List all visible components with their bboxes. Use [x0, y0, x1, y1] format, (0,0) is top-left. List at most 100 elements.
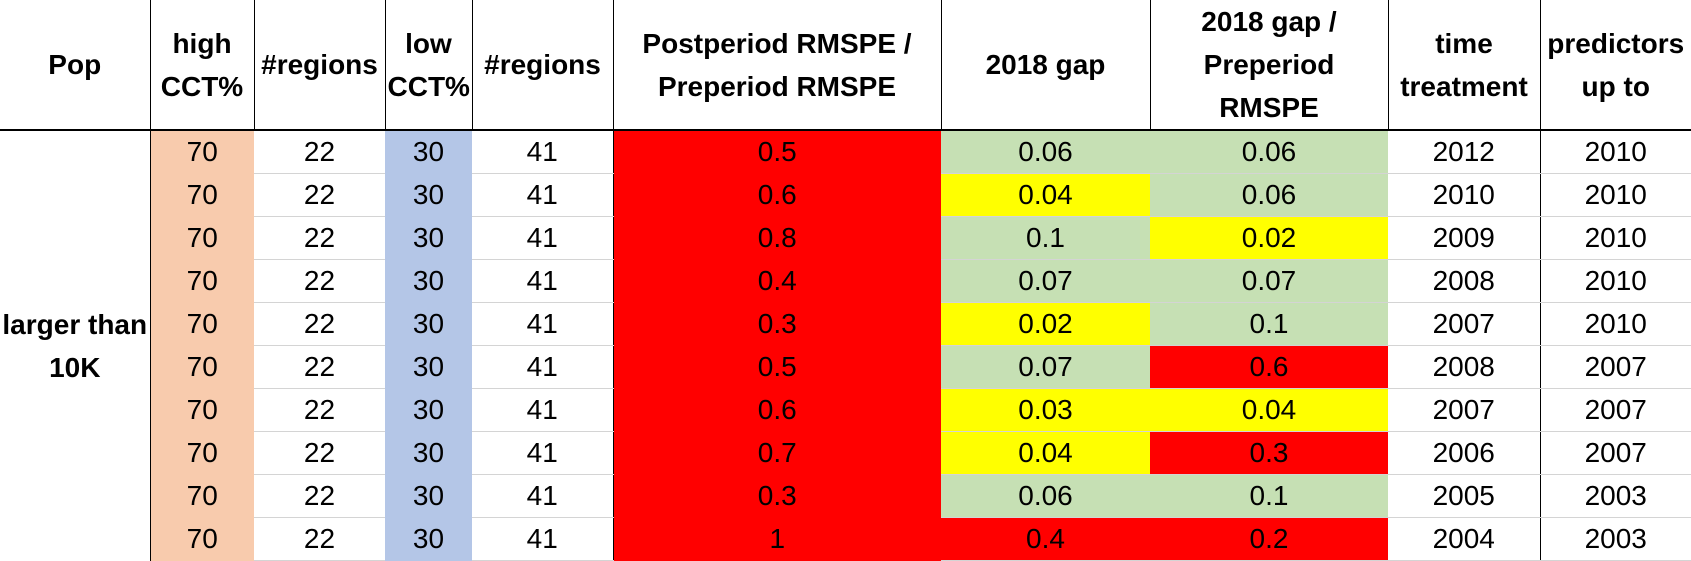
rmspe-ratio-cell: 0.8: [612, 216, 941, 260]
gap-ratio-cell: 0.06: [1150, 173, 1388, 217]
predictors-up-to-cell: 2003: [1539, 474, 1691, 518]
high-cct-cell: 70: [150, 173, 254, 217]
table-row: 70 22 30 41 0.3 0.02 0.1 2007 2010: [0, 302, 1691, 346]
high-cct-cell: 70: [150, 474, 254, 518]
low-cct-cell: 30: [385, 302, 472, 346]
table-row: 70 22 30 41 0.5 0.07 0.6 2008 2007: [0, 345, 1691, 389]
regions-high-cell: 22: [254, 259, 385, 303]
regions-high-cell: 22: [254, 130, 385, 174]
regions-low-cell: 41: [472, 517, 613, 561]
gap-2018-cell: 0.07: [941, 345, 1150, 389]
header-row: Pop high CCT% #regions low CCT% #regions…: [0, 0, 1691, 131]
regions-low-cell: 41: [472, 345, 613, 389]
time-treatment-cell: 2012: [1388, 130, 1540, 174]
low-cct-cell: 30: [385, 474, 472, 518]
gap-2018-cell: 0.06: [941, 474, 1150, 518]
rmspe-ratio-cell: 0.6: [612, 173, 941, 217]
high-cct-cell: 70: [150, 388, 254, 432]
table-body: larger than 10K 70 22 30 41 0.5 0.06 0.06 2012 20…: [0, 130, 1691, 561]
regions-high-cell: 22: [254, 173, 385, 217]
regions-low-cell: 41: [472, 130, 613, 174]
high-cct-cell: 70: [150, 130, 254, 174]
regions-low-cell: 41: [472, 173, 613, 217]
gap-2018-cell: 0.04: [941, 431, 1150, 475]
regions-high-cell: 22: [254, 345, 385, 389]
regions-low-cell: 41: [472, 388, 613, 432]
rmspe-ratio-cell: 0.5: [612, 345, 941, 389]
header-gap-ratio: 2018 gap / Preperiod RMSPE: [1149, 0, 1388, 131]
rmspe-ratio-cell: 0.6: [612, 388, 941, 432]
high-cct-cell: 70: [150, 302, 254, 346]
predictors-up-to-cell: 2003: [1539, 517, 1691, 561]
predictors-up-to-cell: 2010: [1539, 302, 1691, 346]
gap-ratio-cell: 0.04: [1150, 388, 1388, 432]
high-cct-cell: 70: [150, 431, 254, 475]
regions-high-cell: 22: [254, 216, 385, 260]
header-time-treatment: time treatment: [1387, 0, 1540, 131]
low-cct-cell: 30: [385, 259, 472, 303]
gap-ratio-cell: 0.02: [1150, 216, 1388, 260]
high-cct-cell: 70: [150, 216, 254, 260]
gap-ratio-cell: 0.1: [1150, 302, 1388, 346]
low-cct-cell: 30: [385, 216, 472, 260]
predictors-up-to-cell: 2007: [1539, 345, 1691, 389]
time-treatment-cell: 2008: [1388, 345, 1540, 389]
predictors-up-to-cell: 2010: [1539, 130, 1691, 174]
low-cct-cell: 30: [385, 130, 472, 174]
header-high-cct: high CCT%: [149, 0, 254, 131]
rmspe-ratio-cell: 1: [612, 517, 941, 561]
pop-cell: larger than 10K: [0, 130, 151, 561]
table-row: 70 22 30 41 0.7 0.04 0.3 2006 2007: [0, 431, 1691, 475]
header-regions-low: #regions: [471, 0, 613, 131]
table-row: larger than 10K 70 22 30 41 0.5 0.06 0.06 2012 20…: [0, 130, 1691, 561]
rmspe-ratio-cell: 0.3: [612, 302, 941, 346]
gap-2018-cell: 0.02: [941, 302, 1150, 346]
regions-high-cell: 22: [254, 431, 385, 475]
gap-ratio-cell: 0.3: [1150, 431, 1388, 475]
table-row: 70 22 30 41 0.6 0.03 0.04 2007 2007: [0, 388, 1691, 432]
predictors-up-to-cell: 2007: [1539, 388, 1691, 432]
header-rmspe-ratio: Postperiod RMSPE / Preperiod RMSPE: [612, 0, 941, 131]
gap-2018-cell: 0.06: [941, 130, 1150, 174]
high-cct-cell: 70: [150, 345, 254, 389]
header-predictors-up-to: predictors up to: [1539, 0, 1691, 131]
gap-ratio-cell: 0.6: [1150, 345, 1388, 389]
predictors-up-to-cell: 2010: [1539, 216, 1691, 260]
time-treatment-cell: 2007: [1388, 388, 1540, 432]
gap-2018-cell: 0.07: [941, 259, 1150, 303]
gap-ratio-cell: 0.2: [1150, 517, 1388, 561]
time-treatment-cell: 2007: [1388, 302, 1540, 346]
gap-2018-cell: 0.03: [941, 388, 1150, 432]
regions-low-cell: 41: [472, 474, 613, 518]
time-treatment-cell: 2004: [1388, 517, 1540, 561]
gap-ratio-cell: 0.07: [1150, 259, 1388, 303]
regions-high-cell: 22: [254, 388, 385, 432]
low-cct-cell: 30: [385, 431, 472, 475]
high-cct-cell: 70: [150, 259, 254, 303]
regions-low-cell: 41: [472, 302, 613, 346]
regions-high-cell: 22: [254, 302, 385, 346]
time-treatment-cell: 2006: [1388, 431, 1540, 475]
time-treatment-cell: 2008: [1388, 259, 1540, 303]
time-treatment-cell: 2005: [1388, 474, 1540, 518]
regions-low-cell: 41: [472, 431, 613, 475]
predictors-up-to-cell: 2010: [1539, 173, 1691, 217]
time-treatment-cell: 2009: [1388, 216, 1540, 260]
time-treatment-cell: 2010: [1388, 173, 1540, 217]
gap-ratio-cell: 0.06: [1150, 130, 1388, 174]
low-cct-cell: 30: [385, 345, 472, 389]
gap-2018-cell: 0.1: [941, 216, 1150, 260]
gap-2018-cell: 0.04: [941, 173, 1150, 217]
rmspe-ratio-cell: 0.3: [612, 474, 941, 518]
header-pop: Pop: [0, 0, 150, 131]
regions-low-cell: 41: [472, 259, 613, 303]
rmspe-ratio-cell: 0.5: [612, 130, 941, 174]
gap-ratio-cell: 0.1: [1150, 474, 1388, 518]
table-row: 70 22 30 41 1 0.4 0.2 2004 2003: [0, 517, 1691, 561]
rmspe-ratio-cell: 0.4: [612, 259, 941, 303]
header-regions-high: #regions: [253, 0, 385, 131]
low-cct-cell: 30: [385, 173, 472, 217]
regions-high-cell: 22: [254, 517, 385, 561]
rmspe-ratio-cell: 0.7: [612, 431, 941, 475]
header-low-cct: low CCT%: [384, 0, 472, 131]
